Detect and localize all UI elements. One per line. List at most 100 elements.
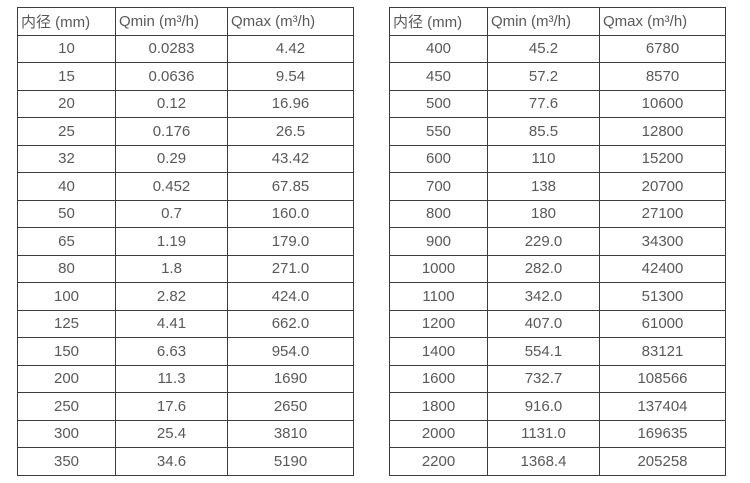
qmax-cell: 205258 [599, 447, 726, 476]
qmin-cell: 282.0 [487, 254, 600, 283]
table-row: 2200 1368.4 205258 [389, 447, 726, 476]
table-row: 300 25.4 3810 [17, 419, 354, 448]
qmin-cell: 45.2 [487, 34, 600, 63]
qmin-cell: 4.41 [115, 309, 228, 338]
qmax-cell: 83121 [599, 337, 726, 366]
qmin-cell: 180 [487, 199, 600, 228]
inner-diameter-cell: 1100 [389, 282, 488, 311]
table-row: 1800 916.0 137404 [389, 392, 726, 421]
qmin-cell: 1.8 [115, 254, 228, 283]
inner-diameter-cell: 600 [389, 144, 488, 173]
qmax-cell: 6780 [599, 34, 726, 63]
table-row: 350 34.6 5190 [17, 447, 354, 476]
header-qmax: Qmax (m³/h) [599, 7, 726, 36]
qmin-cell: 1.19 [115, 227, 228, 256]
qmin-cell: 916.0 [487, 392, 600, 421]
table-row: 800 180 27100 [389, 199, 726, 228]
table-row: 1600 732.7 108566 [389, 364, 726, 393]
inner-diameter-cell: 100 [17, 282, 116, 311]
table-row: 15 0.0636 9.54 [17, 62, 354, 91]
qmax-cell: 42400 [599, 254, 726, 283]
inner-diameter-cell: 800 [389, 199, 488, 228]
inner-diameter-cell: 80 [17, 254, 116, 283]
qmin-cell: 732.7 [487, 364, 600, 393]
qmin-cell: 1368.4 [487, 447, 600, 476]
inner-diameter-cell: 2200 [389, 447, 488, 476]
table-row: 25 0.176 26.5 [17, 117, 354, 146]
header-row: 内径 (mm) Qmin (m³/h) Qmax (m³/h) [17, 7, 354, 36]
header-inner-diameter: 内径 (mm) [389, 7, 488, 36]
inner-diameter-cell: 1200 [389, 309, 488, 338]
inner-diameter-cell: 25 [17, 117, 116, 146]
qmax-cell: 108566 [599, 364, 726, 393]
qmax-cell: 137404 [599, 392, 726, 421]
table-row: 400 45.2 6780 [389, 34, 726, 63]
inner-diameter-cell: 400 [389, 34, 488, 63]
qmin-cell: 77.6 [487, 89, 600, 118]
inner-diameter-cell: 40 [17, 172, 116, 201]
qmax-cell: 26.5 [227, 117, 354, 146]
inner-diameter-cell: 32 [17, 144, 116, 173]
qmin-cell: 138 [487, 172, 600, 201]
header-inner-diameter: 内径 (mm) [17, 7, 116, 36]
qmin-cell: 0.176 [115, 117, 228, 146]
inner-diameter-cell: 350 [17, 447, 116, 476]
inner-diameter-cell: 200 [17, 364, 116, 393]
qmax-cell: 179.0 [227, 227, 354, 256]
inner-diameter-cell: 1600 [389, 364, 488, 393]
qmin-cell: 57.2 [487, 62, 600, 91]
flow-table-small-diameters: 内径 (mm) Qmin (m³/h) Qmax (m³/h) 10 0.0283… [17, 7, 354, 476]
qmax-cell: 662.0 [227, 309, 354, 338]
qmax-cell: 954.0 [227, 337, 354, 366]
table-row: 2000 1131.0 169635 [389, 419, 726, 448]
qmin-cell: 0.29 [115, 144, 228, 173]
inner-diameter-cell: 2000 [389, 419, 488, 448]
inner-diameter-cell: 10 [17, 34, 116, 63]
header-qmax: Qmax (m³/h) [227, 7, 354, 36]
flow-spec-tables: 内径 (mm) Qmin (m³/h) Qmax (m³/h) 10 0.0283… [17, 7, 726, 476]
inner-diameter-cell: 150 [17, 337, 116, 366]
qmin-cell: 0.0636 [115, 62, 228, 91]
qmax-cell: 5190 [227, 447, 354, 476]
flow-table-large-diameters: 内径 (mm) Qmin (m³/h) Qmax (m³/h) 400 45.2 6… [389, 7, 726, 476]
table-row: 10 0.0283 4.42 [17, 34, 354, 63]
table-row: 600 110 15200 [389, 144, 726, 173]
qmax-cell: 43.42 [227, 144, 354, 173]
qmin-cell: 34.6 [115, 447, 228, 476]
qmin-cell: 1131.0 [487, 419, 600, 448]
table-row: 1400 554.1 83121 [389, 337, 726, 366]
inner-diameter-cell: 65 [17, 227, 116, 256]
qmin-cell: 0.0283 [115, 34, 228, 63]
table-row: 40 0.452 67.85 [17, 172, 354, 201]
qmax-cell: 9.54 [227, 62, 354, 91]
qmax-cell: 27100 [599, 199, 726, 228]
inner-diameter-cell: 1000 [389, 254, 488, 283]
qmin-cell: 0.12 [115, 89, 228, 118]
qmax-cell: 12800 [599, 117, 726, 146]
qmax-cell: 20700 [599, 172, 726, 201]
qmin-cell: 110 [487, 144, 600, 173]
table-row: 80 1.8 271.0 [17, 254, 354, 283]
inner-diameter-cell: 900 [389, 227, 488, 256]
inner-diameter-cell: 1400 [389, 337, 488, 366]
qmin-cell: 11.3 [115, 364, 228, 393]
table-row: 1000 282.0 42400 [389, 254, 726, 283]
qmax-cell: 10600 [599, 89, 726, 118]
table-row: 700 138 20700 [389, 172, 726, 201]
inner-diameter-cell: 15 [17, 62, 116, 91]
qmax-cell: 16.96 [227, 89, 354, 118]
table-row: 32 0.29 43.42 [17, 144, 354, 173]
inner-diameter-cell: 50 [17, 199, 116, 228]
header-qmin: Qmin (m³/h) [487, 7, 600, 36]
header-row: 内径 (mm) Qmin (m³/h) Qmax (m³/h) [389, 7, 726, 36]
qmax-cell: 8570 [599, 62, 726, 91]
qmin-cell: 554.1 [487, 337, 600, 366]
inner-diameter-cell: 450 [389, 62, 488, 91]
qmax-cell: 34300 [599, 227, 726, 256]
qmax-cell: 15200 [599, 144, 726, 173]
qmax-cell: 4.42 [227, 34, 354, 63]
qmax-cell: 2650 [227, 392, 354, 421]
inner-diameter-cell: 550 [389, 117, 488, 146]
qmin-cell: 407.0 [487, 309, 600, 338]
qmin-cell: 17.6 [115, 392, 228, 421]
